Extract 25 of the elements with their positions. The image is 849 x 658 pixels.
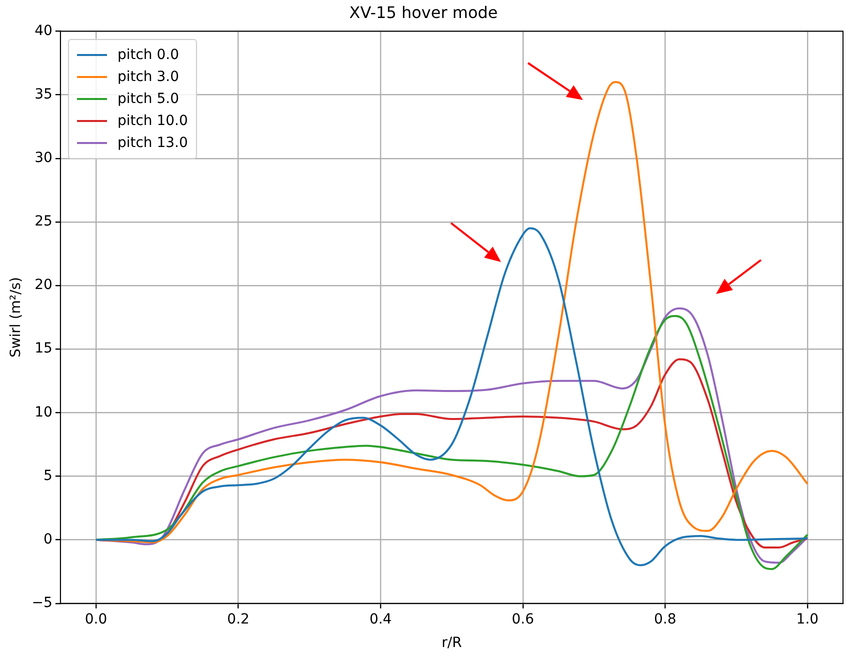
y-tick-label: 5 xyxy=(44,468,52,484)
y-tick-label: 35 xyxy=(34,86,52,102)
y-axis-title: Swirl (m²/s) xyxy=(8,277,24,358)
y-tick-label: 0 xyxy=(44,531,52,548)
y-tick-label: 20 xyxy=(34,277,52,294)
y-tick-label: 25 xyxy=(34,214,52,230)
y-tick-label: −5 xyxy=(32,595,52,612)
legend-label: pitch 13.0 xyxy=(117,135,188,152)
legend-label: pitch 0.0 xyxy=(117,47,179,64)
y-tick-label: 40 xyxy=(34,22,52,39)
x-tick-label: 0.4 xyxy=(369,611,392,628)
x-tick-label: 0.6 xyxy=(512,611,534,628)
y-tick-label: 30 xyxy=(34,150,52,166)
y-tick-label: 15 xyxy=(34,340,52,357)
legend-label: pitch 10.0 xyxy=(117,113,188,130)
chart-title: XV-15 hover mode xyxy=(349,2,498,22)
x-tick-label: 0.2 xyxy=(227,611,250,628)
x-tick-label: 0.8 xyxy=(654,611,676,628)
legend-label: pitch 5.0 xyxy=(117,91,179,108)
x-axis-title: r/R xyxy=(442,635,462,652)
x-tick-label: 0.0 xyxy=(84,611,108,628)
y-tick-label: 10 xyxy=(34,404,52,420)
x-tick-label: 1.0 xyxy=(796,611,819,628)
legend-label: pitch 3.0 xyxy=(117,69,179,86)
line-series xyxy=(95,227,808,566)
